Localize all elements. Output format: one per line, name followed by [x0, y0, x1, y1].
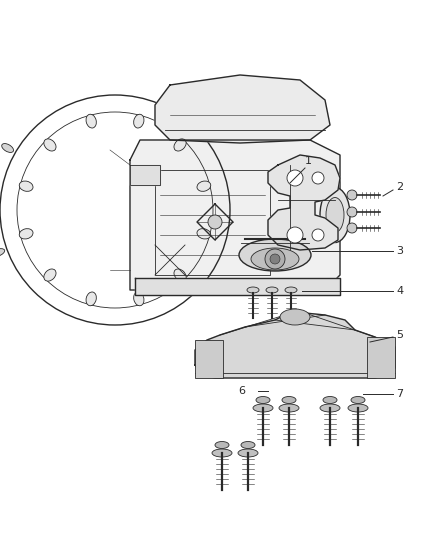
- Ellipse shape: [212, 449, 232, 457]
- Ellipse shape: [197, 229, 211, 239]
- Polygon shape: [130, 165, 160, 185]
- Circle shape: [347, 190, 357, 200]
- Circle shape: [347, 223, 357, 233]
- Text: 4: 4: [396, 286, 403, 296]
- Circle shape: [208, 215, 222, 229]
- Ellipse shape: [320, 404, 340, 412]
- Text: 5: 5: [396, 330, 403, 340]
- Ellipse shape: [44, 139, 56, 151]
- Ellipse shape: [86, 114, 96, 128]
- Ellipse shape: [174, 269, 186, 281]
- Text: 1: 1: [304, 156, 311, 166]
- Circle shape: [270, 254, 280, 264]
- Ellipse shape: [282, 397, 296, 403]
- Ellipse shape: [197, 181, 211, 191]
- Ellipse shape: [251, 248, 299, 270]
- Ellipse shape: [326, 198, 344, 232]
- Ellipse shape: [351, 397, 365, 403]
- Circle shape: [312, 172, 324, 184]
- Polygon shape: [155, 75, 330, 143]
- Ellipse shape: [253, 404, 273, 412]
- Ellipse shape: [86, 292, 96, 306]
- Ellipse shape: [266, 287, 278, 293]
- Ellipse shape: [241, 441, 255, 448]
- Ellipse shape: [19, 181, 33, 191]
- Text: 6: 6: [238, 386, 245, 396]
- Ellipse shape: [280, 309, 310, 325]
- Ellipse shape: [279, 404, 299, 412]
- Circle shape: [287, 227, 303, 243]
- Bar: [367, 337, 395, 378]
- Ellipse shape: [215, 441, 229, 448]
- Circle shape: [347, 207, 357, 217]
- Circle shape: [265, 249, 285, 269]
- Polygon shape: [195, 313, 395, 378]
- Ellipse shape: [2, 143, 14, 152]
- Ellipse shape: [238, 449, 258, 457]
- Circle shape: [312, 229, 324, 241]
- Text: 7: 7: [396, 389, 403, 399]
- Ellipse shape: [348, 404, 368, 412]
- Ellipse shape: [285, 287, 297, 293]
- Text: 3: 3: [396, 246, 403, 256]
- Ellipse shape: [320, 188, 350, 243]
- Ellipse shape: [134, 292, 144, 306]
- Polygon shape: [268, 155, 340, 250]
- Ellipse shape: [323, 397, 337, 403]
- Ellipse shape: [19, 229, 33, 239]
- Ellipse shape: [134, 114, 144, 128]
- Polygon shape: [130, 140, 340, 290]
- Ellipse shape: [239, 239, 311, 271]
- Ellipse shape: [0, 249, 5, 257]
- Polygon shape: [135, 278, 340, 295]
- Ellipse shape: [44, 269, 56, 281]
- Bar: [195, 340, 223, 378]
- Text: 2: 2: [396, 182, 403, 192]
- Ellipse shape: [174, 139, 186, 151]
- Circle shape: [287, 170, 303, 186]
- Ellipse shape: [247, 287, 259, 293]
- Ellipse shape: [256, 397, 270, 403]
